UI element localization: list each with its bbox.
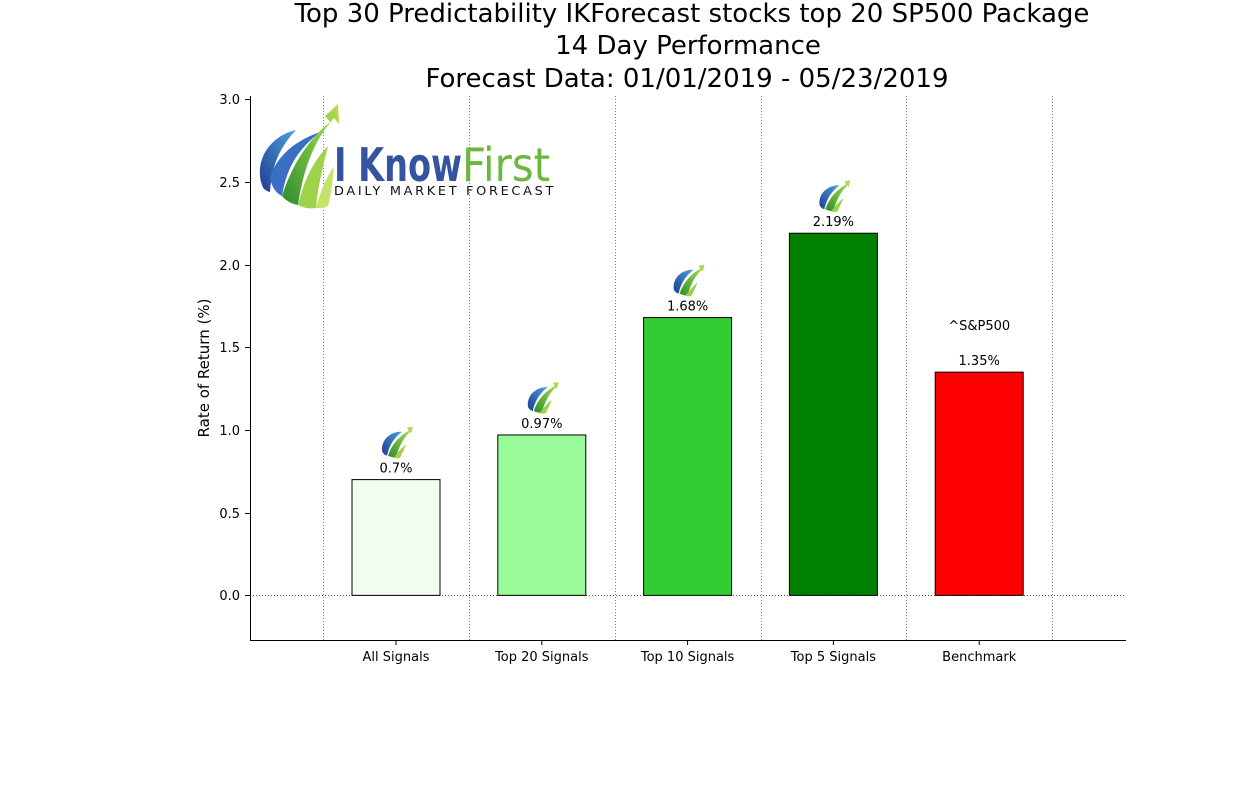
chart-title-line-1: Top 30 Predictability IKForecast stocks …: [294, 0, 1090, 29]
bar-value-label: 2.19%: [813, 215, 854, 230]
bar-value-label: 0.97%: [521, 417, 562, 432]
bar: [351, 479, 441, 596]
chart-title-line-3: Forecast Data: 01/01/2019 - 05/23/2019: [425, 64, 948, 94]
bar: [643, 317, 733, 596]
logo-word-dark: I Know: [334, 138, 462, 192]
y-tick-label: 3.0: [219, 93, 240, 108]
signal-icons: [382, 180, 851, 459]
i-know-first-logo: I Know First Daily Market Forecast: [259, 104, 556, 209]
bar: [788, 232, 878, 596]
x-tick-label: Top 5 Signals: [790, 650, 876, 665]
bar: [497, 434, 587, 596]
x-tick-label: Benchmark: [942, 650, 1017, 665]
x-tick-label: Top 20 Signals: [494, 650, 589, 665]
y-axis-label: Rate of Return (%): [195, 299, 213, 438]
y-tick-label: 1.5: [219, 341, 240, 356]
signal-logo-icon: [673, 264, 705, 297]
logo-swoosh-icon: [259, 104, 339, 209]
x-tick-label: Top 10 Signals: [640, 650, 735, 665]
y-tick-label: 1.0: [219, 424, 240, 439]
logo-tagline: Daily Market Forecast: [334, 183, 556, 198]
bar-value-label: 1.68%: [667, 300, 708, 315]
y-tick-label: 2.5: [219, 176, 240, 191]
y-tick-label: 2.0: [219, 259, 240, 274]
bar-value-label: 0.7%: [379, 462, 412, 477]
signal-logo-icon: [527, 381, 559, 414]
chart-title-line-2: 14 Day Performance: [555, 31, 821, 61]
y-tick-label: 0.0: [219, 589, 240, 604]
signal-logo-icon: [819, 180, 851, 212]
logo-word-light: First: [462, 138, 550, 192]
benchmark-annotation: ^S&P500: [948, 319, 1010, 334]
x-tick-label: All Signals: [363, 650, 430, 665]
bar: [934, 371, 1024, 596]
signal-logo-icon: [382, 426, 413, 459]
y-axis-ticks: 0.0 0.5 1.0 1.5 2.0 2.5 3.0: [219, 93, 250, 604]
bar-value-label: 1.35%: [959, 354, 1000, 369]
bars: [351, 232, 1024, 596]
data-labels: 0.7% 0.97% 1.68% 2.19% 1.35% ^S&P500: [379, 215, 1010, 476]
y-tick-label: 0.5: [219, 507, 240, 522]
x-axis-ticks: All Signals Top 20 Signals Top 10 Signals T…: [363, 640, 1017, 665]
